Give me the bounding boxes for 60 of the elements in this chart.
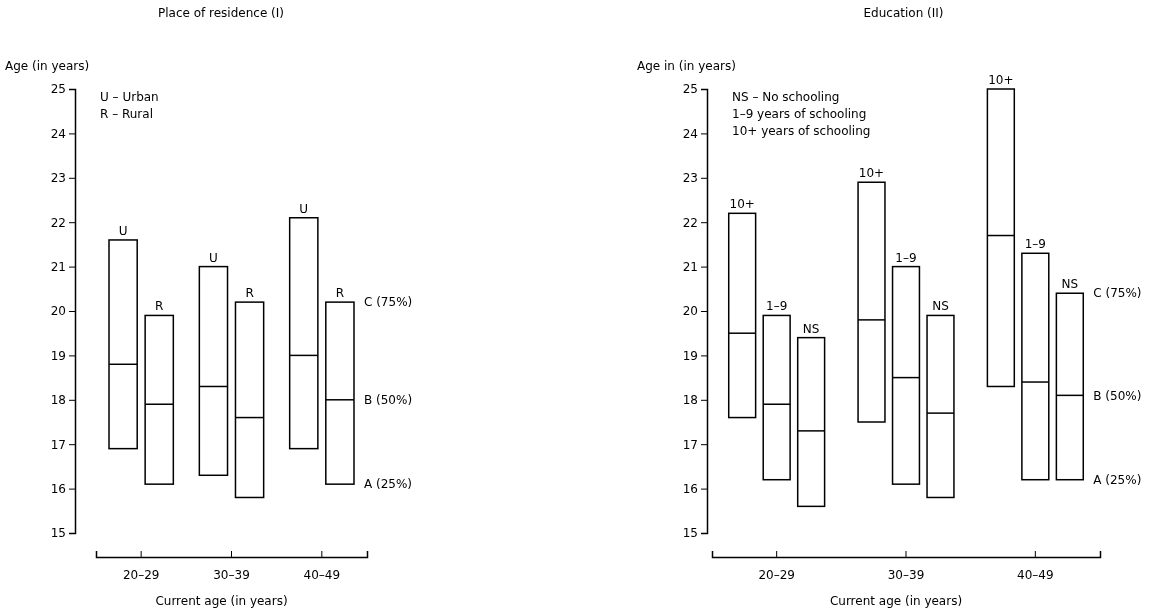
annotation: NS – No schooling bbox=[732, 90, 840, 104]
text: NS bbox=[932, 299, 949, 314]
series-label: R bbox=[155, 299, 164, 314]
x-tick-label: 30–39 bbox=[887, 568, 925, 583]
series-label: U bbox=[118, 223, 128, 238]
y-tick-label: 21 bbox=[50, 259, 66, 274]
y-tick-label: 17 bbox=[50, 437, 66, 452]
chart-title: Place of residence (I) bbox=[157, 6, 285, 20]
annotation: C (75%) bbox=[363, 295, 413, 310]
x-axis-title: Current age (in years) bbox=[155, 594, 288, 608]
annotation: 10+ years of schooling bbox=[732, 124, 871, 138]
y-tick-label: 16 bbox=[682, 481, 698, 496]
y-axis-title: Age in (in years) bbox=[637, 59, 736, 73]
text: 10+ bbox=[988, 73, 1014, 87]
y-tick-label: 18 bbox=[50, 393, 66, 408]
text: R bbox=[245, 286, 254, 301]
y-tick-label: 16 bbox=[50, 481, 66, 496]
y-tick-label: 22 bbox=[682, 215, 698, 230]
annotation: B (50%) bbox=[363, 393, 413, 407]
text: R bbox=[335, 286, 345, 301]
annotation: B (50%) bbox=[1093, 388, 1142, 403]
annotation: C (75%) bbox=[1093, 286, 1142, 301]
x-tick-label: 20–29 bbox=[758, 568, 795, 583]
y-tick-label: 25 bbox=[50, 82, 66, 97]
x-tick-label: 40–49 bbox=[303, 568, 341, 583]
y-tick-label: 25 bbox=[682, 82, 698, 97]
y-tick-label: 18 bbox=[682, 393, 698, 408]
y-tick-label: 23 bbox=[682, 171, 698, 186]
y-tick-label: 20 bbox=[50, 304, 66, 319]
annotation: R – Rural bbox=[100, 107, 153, 121]
y-tick-label: 24 bbox=[50, 126, 66, 141]
y-axis-title: Age (in years) bbox=[5, 59, 90, 73]
y-tick-label: 15 bbox=[682, 526, 698, 541]
series-label: NS bbox=[802, 321, 820, 336]
annotation: U – Urban bbox=[100, 90, 159, 104]
y-tick-label: 23 bbox=[50, 171, 66, 186]
y-tick-label: 22 bbox=[50, 215, 66, 230]
x-tick-label: 30–39 bbox=[213, 568, 250, 583]
annotation: A (25%) bbox=[1093, 472, 1142, 487]
series-label: 10+ bbox=[729, 197, 755, 212]
y-tick-label: 20 bbox=[682, 304, 698, 319]
text: 1–9 bbox=[895, 250, 917, 265]
chart-title: Education (II) bbox=[863, 6, 944, 20]
y-tick-label: 15 bbox=[50, 526, 66, 541]
text: 10+ bbox=[858, 166, 885, 181]
y-tick-label: 24 bbox=[682, 126, 698, 141]
text: U bbox=[209, 250, 218, 265]
x-tick-label: 40–49 bbox=[1017, 568, 1054, 583]
annotation: 1–9 years of schooling bbox=[732, 107, 867, 121]
annotation: A (25%) bbox=[363, 477, 413, 492]
text: 1–9 bbox=[1024, 237, 1046, 252]
text: U bbox=[299, 201, 309, 216]
x-axis-title: Current age (in years) bbox=[829, 594, 963, 608]
y-tick-label: 17 bbox=[682, 437, 698, 452]
y-tick-label: 21 bbox=[682, 259, 698, 274]
x-tick-label: 20–29 bbox=[122, 568, 160, 583]
text: NS bbox=[1061, 277, 1079, 292]
y-tick-label: 19 bbox=[682, 348, 698, 363]
series-label: 1–9 bbox=[766, 299, 788, 314]
y-tick-label: 19 bbox=[50, 348, 66, 363]
